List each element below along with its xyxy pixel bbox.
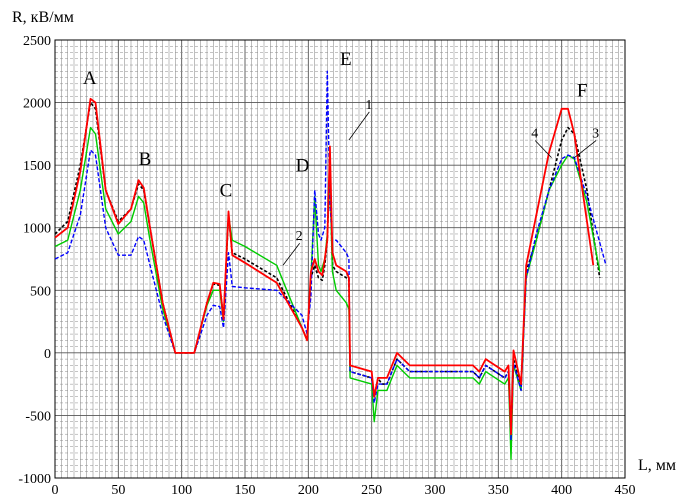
x-tick-label: 250	[361, 483, 382, 497]
region-label: E	[340, 49, 352, 70]
curve-number-label: 1	[365, 98, 372, 113]
series-line-3	[54, 70, 607, 442]
x-tick-label: 200	[298, 483, 319, 497]
annotations: A B C D E F	[83, 49, 588, 201]
x-tick-label: 450	[615, 483, 636, 497]
y-tick-label: 1500	[23, 159, 51, 174]
x-tick-label: 350	[488, 483, 509, 497]
region-label: A	[83, 68, 97, 89]
y-tick-label: -1000	[18, 472, 51, 487]
x-axis-ticks: 0 50 100 150 200 250 300 350 400 450	[52, 483, 636, 497]
curve-leader-line	[574, 140, 597, 158]
curve-leader-line	[534, 140, 552, 158]
curve-leader-line	[348, 111, 370, 141]
y-tick-label: 500	[30, 284, 51, 299]
y-tick-label: -500	[25, 409, 51, 424]
y-axis-ticks: -1000 -500 0 500 1000 1500 2000 2500	[18, 34, 51, 487]
curve-leader-line	[282, 242, 300, 266]
x-tick-label: 50	[111, 483, 125, 497]
x-tick-label: 100	[171, 483, 192, 497]
y-tick-label: 0	[44, 347, 51, 362]
curve-number-label: 4	[531, 127, 538, 142]
x-tick-label: 150	[235, 483, 256, 497]
y-axis-label: R, кВ/мм	[12, 9, 74, 26]
y-tick-label: 2000	[23, 97, 51, 112]
x-tick-label: 400	[551, 483, 572, 497]
region-label: C	[220, 180, 233, 201]
x-axis-label: L, мм	[638, 457, 676, 474]
curve-number-label: 3	[592, 127, 599, 142]
y-tick-label: 2500	[23, 34, 51, 49]
y-tick-label: 1000	[23, 222, 51, 237]
region-label: F	[577, 80, 588, 101]
curve-labels: 1 2 3 4	[282, 98, 599, 266]
region-label: D	[296, 155, 310, 176]
x-tick-label: 300	[425, 483, 446, 497]
series-line-4	[54, 97, 595, 436]
region-label: B	[139, 149, 152, 170]
series-group	[54, 70, 607, 460]
x-tick-label: 0	[52, 483, 59, 497]
curve-number-label: 2	[296, 229, 303, 244]
grid-lines	[55, 40, 625, 478]
